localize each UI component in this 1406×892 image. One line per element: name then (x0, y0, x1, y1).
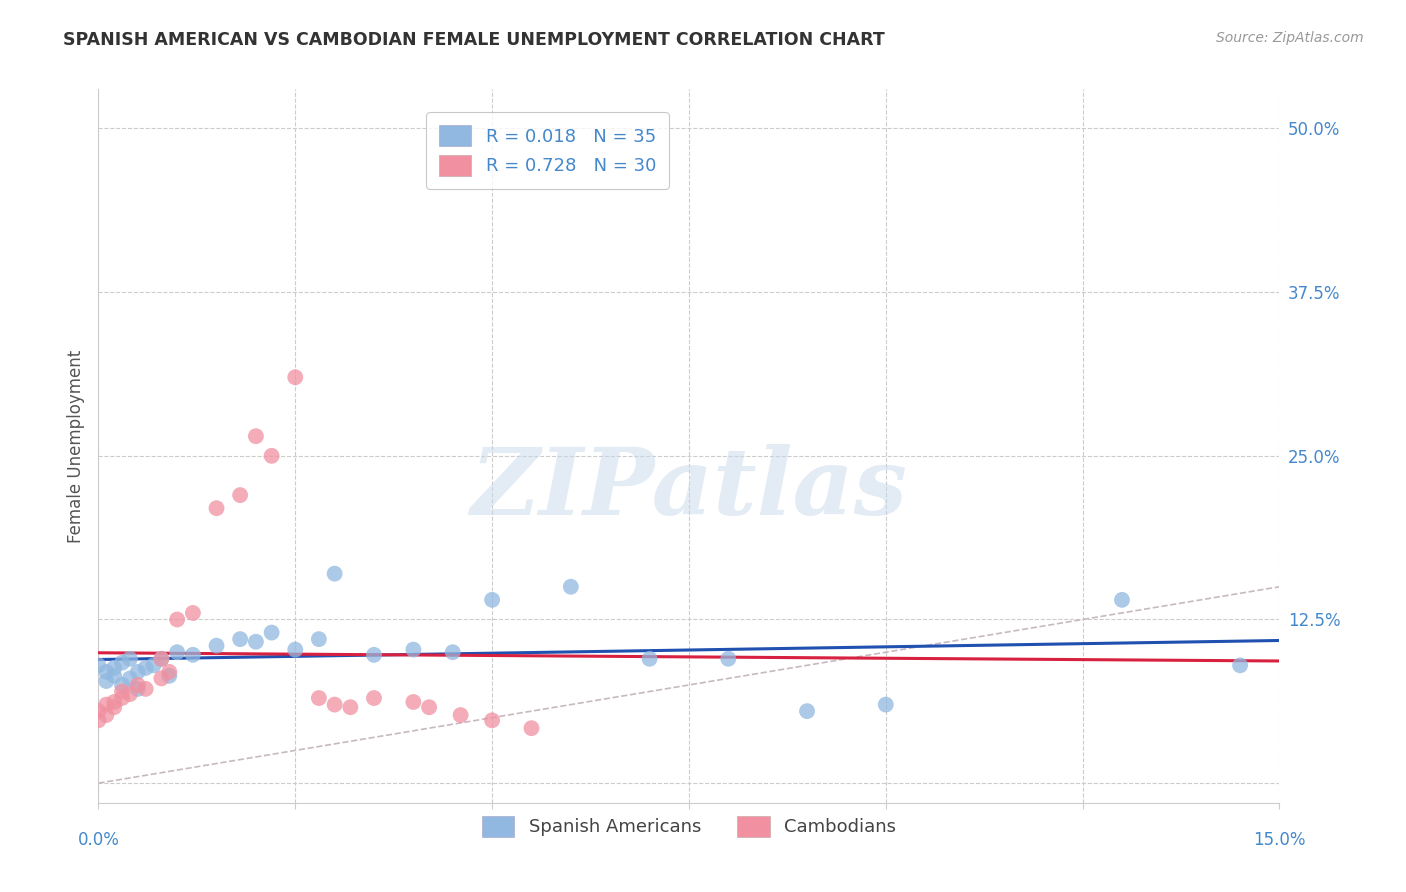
Point (308, 632, 330, 647)
Point (363, 648, 385, 662)
Point (127, 678, 149, 692)
Point (229, 632, 252, 647)
Point (418, 700, 440, 714)
Point (363, 691, 385, 706)
Point (181, 648, 204, 662)
Point (481, 714, 503, 728)
Point (103, 661, 125, 675)
Text: 0.0%: 0.0% (77, 831, 120, 849)
Point (1111, 592, 1133, 607)
Point (205, 639, 228, 653)
Point (150, 672, 173, 686)
Point (111, 656, 134, 670)
Point (111, 691, 134, 706)
Point (638, 652, 661, 666)
Point (450, 708, 472, 723)
Point (402, 642, 425, 657)
Point (118, 672, 141, 686)
Point (87, 714, 110, 728)
Point (127, 681, 149, 696)
Point (118, 687, 141, 701)
Text: ZIPatlas: ZIPatlas (471, 444, 907, 533)
Point (402, 695, 425, 709)
Point (245, 429, 267, 443)
Point (229, 488, 252, 502)
Point (103, 700, 125, 714)
Text: 15.0%: 15.0% (1253, 831, 1306, 849)
Point (796, 704, 818, 718)
Point (135, 681, 157, 696)
Point (87, 658, 110, 673)
Legend: Spanish Americans, Cambodians: Spanish Americans, Cambodians (475, 808, 903, 844)
Point (157, 665, 180, 679)
Point (96, 665, 118, 679)
Point (181, 606, 204, 620)
Point (118, 652, 141, 666)
Point (323, 566, 346, 581)
Text: SPANISH AMERICAN VS CAMBODIAN FEMALE UNEMPLOYMENT CORRELATION CHART: SPANISH AMERICAN VS CAMBODIAN FEMALE UNE… (63, 31, 884, 49)
Point (103, 669, 125, 683)
Point (260, 449, 283, 463)
Point (284, 370, 307, 384)
Point (135, 661, 157, 675)
Y-axis label: Female Unemployment: Female Unemployment (66, 350, 84, 542)
Point (717, 652, 740, 666)
Point (150, 652, 173, 666)
Point (520, 721, 543, 735)
Point (245, 634, 267, 648)
Text: Source: ZipAtlas.com: Source: ZipAtlas.com (1216, 31, 1364, 45)
Point (87, 704, 110, 718)
Point (157, 669, 180, 683)
Point (560, 580, 582, 594)
Point (111, 684, 134, 698)
Point (166, 645, 188, 659)
Point (127, 665, 149, 679)
Point (323, 698, 346, 712)
Point (96, 698, 118, 712)
Point (96, 673, 118, 688)
Point (166, 612, 188, 626)
Point (1229, 658, 1251, 673)
Point (142, 658, 165, 673)
Point (441, 645, 464, 659)
Point (284, 642, 307, 657)
Point (339, 700, 361, 714)
Point (111, 678, 134, 692)
Point (481, 592, 503, 607)
Point (103, 695, 125, 709)
Point (150, 652, 173, 666)
Point (875, 698, 897, 712)
Point (205, 501, 228, 516)
Point (308, 691, 330, 706)
Point (260, 625, 283, 640)
Point (96, 708, 118, 723)
